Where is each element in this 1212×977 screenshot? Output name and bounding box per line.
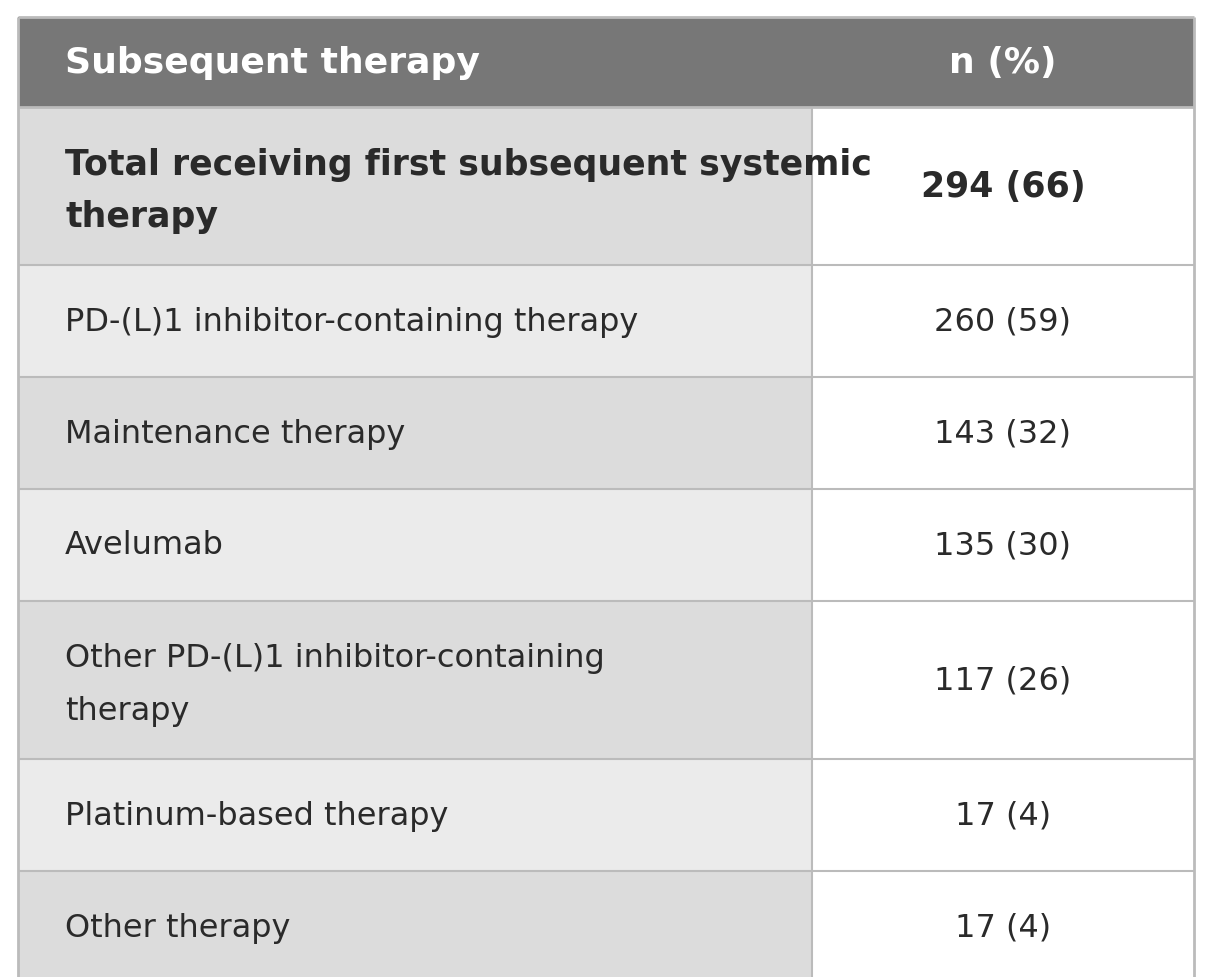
- Bar: [18, 266, 812, 378]
- Bar: [812, 602, 1194, 759]
- Bar: [812, 759, 1194, 871]
- Text: 143 (32): 143 (32): [934, 418, 1071, 449]
- Bar: [812, 378, 1194, 489]
- Text: 294 (66): 294 (66): [921, 170, 1085, 204]
- Bar: [18, 18, 1194, 107]
- Text: Other PD-(L)1 inhibitor-containing: Other PD-(L)1 inhibitor-containing: [65, 643, 605, 674]
- Bar: [18, 489, 812, 602]
- Text: PD-(L)1 inhibitor-containing therapy: PD-(L)1 inhibitor-containing therapy: [65, 306, 639, 337]
- Bar: [18, 107, 812, 266]
- Text: Other therapy: Other therapy: [65, 912, 291, 943]
- Text: Platinum-based therapy: Platinum-based therapy: [65, 800, 448, 830]
- Text: 260 (59): 260 (59): [934, 306, 1071, 337]
- Text: Maintenance therapy: Maintenance therapy: [65, 418, 406, 449]
- Text: therapy: therapy: [65, 695, 189, 726]
- Bar: [18, 871, 812, 977]
- Bar: [812, 489, 1194, 602]
- Bar: [18, 759, 812, 871]
- Text: 117 (26): 117 (26): [934, 664, 1071, 696]
- Text: Total receiving first subsequent systemic: Total receiving first subsequent systemi…: [65, 148, 871, 182]
- Text: n (%): n (%): [949, 46, 1057, 80]
- Text: 135 (30): 135 (30): [934, 530, 1071, 561]
- Bar: [18, 602, 812, 759]
- Bar: [812, 107, 1194, 266]
- Bar: [812, 871, 1194, 977]
- Text: therapy: therapy: [65, 200, 218, 234]
- Text: 17 (4): 17 (4): [955, 800, 1051, 830]
- Bar: [18, 378, 812, 489]
- Bar: [812, 266, 1194, 378]
- Text: Subsequent therapy: Subsequent therapy: [65, 46, 480, 80]
- Text: Avelumab: Avelumab: [65, 530, 224, 561]
- Text: 17 (4): 17 (4): [955, 912, 1051, 943]
